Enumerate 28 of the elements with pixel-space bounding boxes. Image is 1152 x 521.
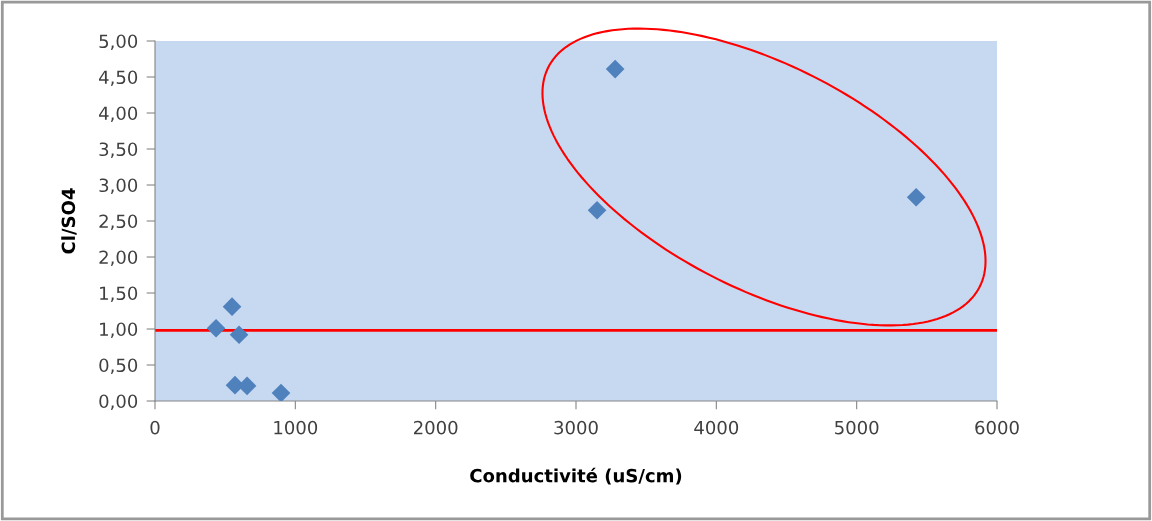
point bbox=[605, 59, 625, 79]
y-tick-label: 3,00 bbox=[99, 178, 138, 194]
x-tick-label: 5000 bbox=[835, 420, 879, 435]
y-tick-label: 0,50 bbox=[99, 358, 138, 374]
y-tick-label: 1,00 bbox=[100, 322, 138, 338]
point bbox=[906, 187, 926, 207]
x-tick-label: 4000 bbox=[694, 420, 739, 435]
point bbox=[222, 297, 242, 316]
y-tick-label: 1,50 bbox=[100, 286, 138, 302]
y-tick-label: 3,50 bbox=[99, 142, 138, 158]
y-tick-label: 5,00 bbox=[99, 34, 138, 50]
x-tick-label: 1000 bbox=[274, 420, 318, 435]
y-tick-label: 2,00 bbox=[99, 250, 138, 266]
y-axis-title: Cl/SO4 bbox=[61, 188, 77, 254]
point bbox=[271, 383, 291, 401]
point bbox=[587, 200, 607, 220]
point bbox=[237, 376, 257, 396]
point bbox=[206, 318, 226, 338]
x-tick-label: 0 bbox=[150, 420, 160, 435]
x-tick-label: 2000 bbox=[414, 420, 458, 435]
y-tick-label: 2,50 bbox=[99, 214, 138, 230]
y-tick-label: 4,00 bbox=[99, 106, 138, 122]
x-tick-label: 3000 bbox=[554, 420, 598, 435]
x-axis-title: Conductivité (uS/cm) bbox=[470, 467, 682, 485]
x-tick-label: 6000 bbox=[975, 420, 1019, 435]
point bbox=[229, 325, 249, 345]
y-tick-label: 4,50 bbox=[99, 70, 138, 86]
y-tick-label: 0,00 bbox=[99, 394, 138, 410]
